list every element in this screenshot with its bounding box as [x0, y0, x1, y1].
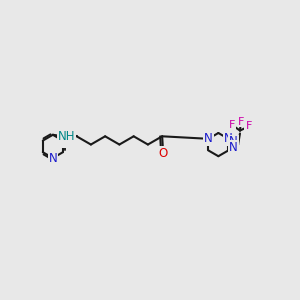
Text: F: F	[238, 117, 244, 127]
Text: N: N	[230, 141, 238, 154]
Text: NH: NH	[58, 130, 75, 143]
Text: N: N	[204, 132, 213, 145]
Text: F: F	[229, 120, 235, 130]
Text: N: N	[230, 136, 238, 148]
Text: F: F	[245, 122, 252, 131]
Text: N: N	[49, 152, 57, 164]
Text: O: O	[158, 147, 168, 160]
Text: N: N	[58, 134, 67, 147]
Text: N: N	[224, 132, 233, 145]
